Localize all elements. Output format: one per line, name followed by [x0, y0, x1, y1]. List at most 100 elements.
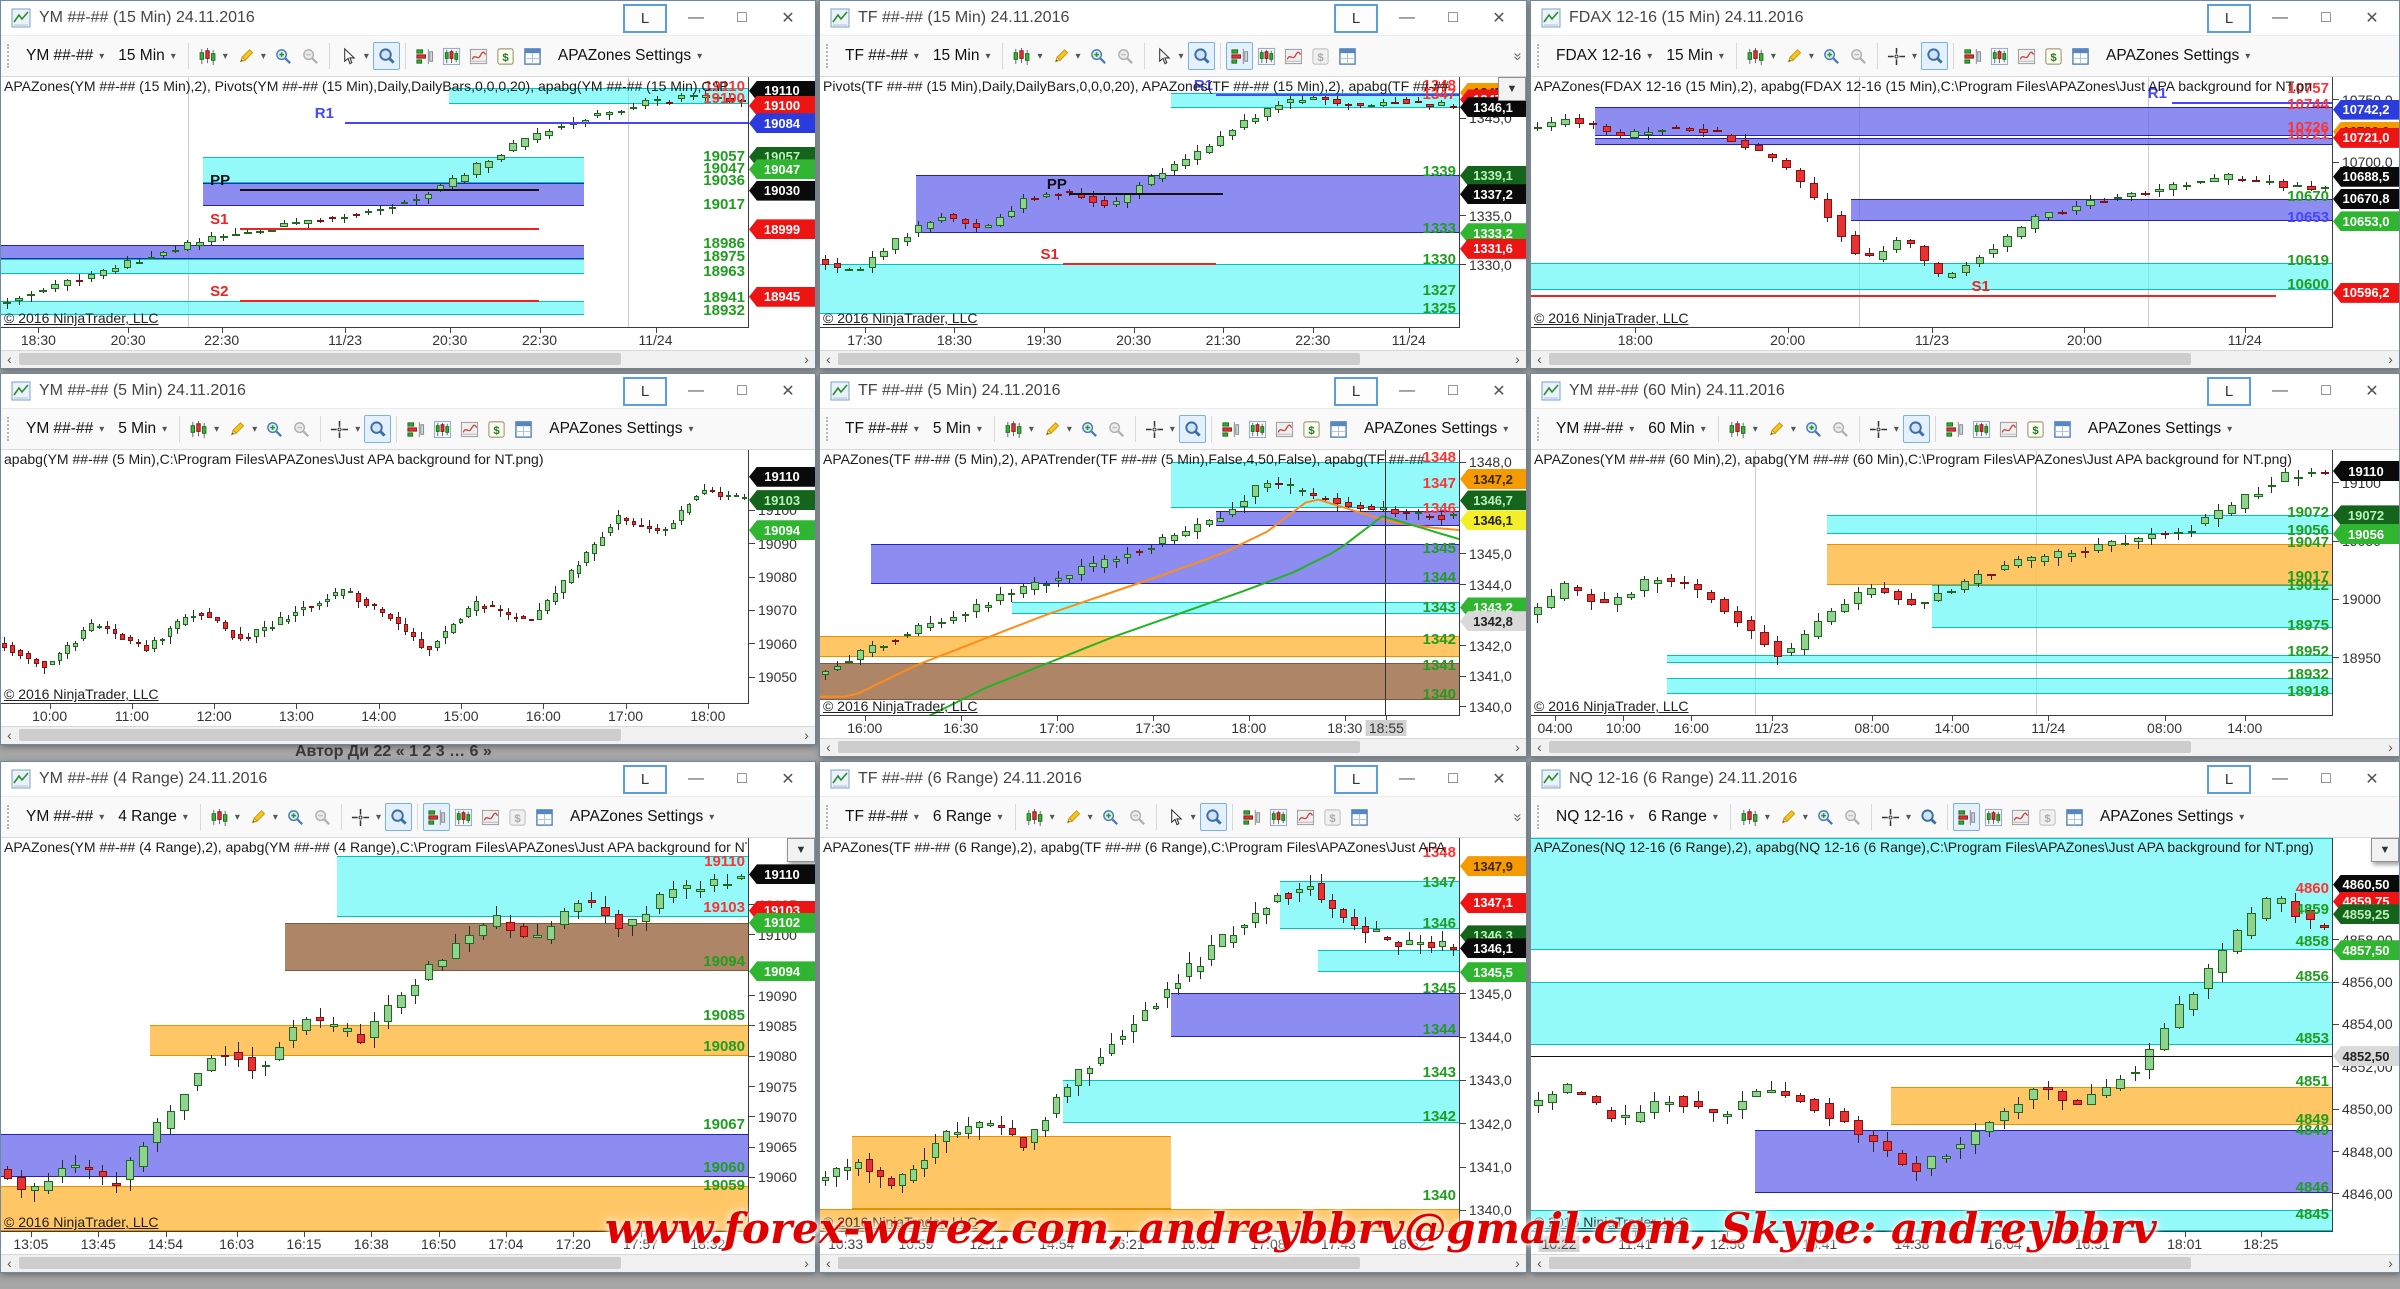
candlestick-style-icon[interactable]: ▾ [1000, 415, 1038, 443]
scrollbar-thumb[interactable] [19, 353, 622, 365]
toolbar-grip[interactable] [826, 417, 833, 441]
link-button[interactable]: L [623, 764, 667, 794]
link-button[interactable]: L [623, 376, 667, 406]
scroll-right-icon[interactable]: › [2388, 1255, 2393, 1271]
account-dollar-icon[interactable]: $ [2022, 415, 2049, 443]
chart-trader-icon[interactable] [422, 803, 450, 831]
zoom-out-icon[interactable] [1839, 803, 1866, 831]
chart-type-icon[interactable] [2007, 803, 2034, 831]
data-grid-icon[interactable] [1325, 415, 1352, 443]
account-dollar-icon[interactable]: $ [2040, 42, 2067, 70]
toolbar-grip[interactable] [1537, 805, 1544, 829]
chart-plot[interactable]: 4860 4859 4858 4856 4853 4851 4849 4849 4846 4845… [1531, 838, 2333, 1232]
horizontal-scrollbar[interactable]: ‹ › [820, 1254, 1526, 1272]
chart-magnifier-icon[interactable] [1915, 803, 1942, 831]
candlestick-style-icon[interactable]: ▾ [194, 42, 232, 70]
account-dollar-icon[interactable]: $ [1298, 415, 1325, 443]
price-axis[interactable]: 19100190501900018950191101907219056 [2333, 450, 2399, 716]
data-grid-icon[interactable] [1334, 42, 1361, 70]
zoom-out-icon[interactable] [1124, 803, 1151, 831]
interval-selector[interactable]: 60 Min ▾ [1641, 417, 1713, 441]
horizontal-scrollbar[interactable]: ‹ › [1, 726, 815, 744]
crosshair-icon[interactable]: ▾ [1141, 415, 1179, 443]
zoom-out-icon[interactable] [297, 42, 324, 70]
chart-plot[interactable]: 19072 19056 19047 19017 19012 18975 18952 18932… [1531, 450, 2333, 716]
apazones-settings-dropdown[interactable]: APAZones Settings ▾ [558, 47, 702, 65]
scroll-left-icon[interactable]: ‹ [826, 1255, 831, 1271]
chart-dropdown-button[interactable]: ▼ [787, 838, 815, 862]
cursor-arrow-icon[interactable]: ▾ [335, 42, 373, 70]
close-button[interactable]: ✕ [2365, 383, 2379, 400]
chart-magnifier-icon[interactable] [1902, 415, 1930, 443]
account-dollar-icon[interactable]: $ [492, 42, 519, 70]
chart-magnifier-icon[interactable] [364, 415, 392, 443]
chart-type-icon[interactable] [1271, 415, 1298, 443]
market-analyzer-icon[interactable] [450, 803, 477, 831]
data-grid-icon[interactable] [2049, 415, 2076, 443]
zoom-in-icon[interactable] [1097, 803, 1124, 831]
crosshair-icon[interactable]: ▾ [326, 415, 364, 443]
market-analyzer-icon[interactable] [1968, 415, 1995, 443]
horizontal-scrollbar[interactable]: ‹ › [1531, 738, 2399, 756]
minimize-button[interactable]: — [2272, 382, 2288, 399]
market-analyzer-icon[interactable] [438, 42, 465, 70]
chart-trader-icon[interactable] [1959, 42, 1986, 70]
time-axis[interactable]: 04:00 10:00 16:00 11/23 08:00 14:00 11/24 08:00… [1531, 716, 2399, 738]
candlestick-style-icon[interactable]: ▾ [1724, 415, 1762, 443]
zoom-in-icon[interactable] [1076, 415, 1103, 443]
data-grid-icon[interactable] [531, 803, 558, 831]
account-dollar-icon[interactable]: $ [1319, 803, 1346, 831]
link-button[interactable]: L [1334, 376, 1378, 406]
price-axis[interactable]: 4858,00 4856,00 4854,00 4852,00 4850,00 4848,… [2333, 838, 2399, 1232]
chart-plot[interactable]: apabg(YM ##-## (5 Min),C:\Program Files\… [1, 450, 749, 704]
price-axis[interactable]: 1348,0 1345,0 1344,0 1342,0 1341,0 1340,0 1347… [1460, 450, 1526, 716]
instrument-selector[interactable]: TF ##-## ▾ [838, 805, 926, 829]
maximize-button[interactable]: □ [737, 9, 747, 26]
price-axis[interactable]: 10750,010700,010742,210726,010721,010688… [2333, 77, 2399, 328]
scroll-left-icon[interactable]: ‹ [826, 739, 831, 755]
chart-magnifier-icon[interactable] [1199, 803, 1227, 831]
chart-trader-icon[interactable] [402, 415, 429, 443]
zoom-out-icon[interactable] [1827, 415, 1854, 443]
time-axis[interactable]: 18:30 20:30 22:30 11/23 20:30 22:30 11/24 [1, 328, 815, 350]
draw-pencil-icon[interactable]: ▾ [1047, 42, 1085, 70]
toolbar-overflow-icon[interactable]: » [1509, 812, 1526, 822]
data-grid-icon[interactable] [510, 415, 537, 443]
market-analyzer-icon[interactable] [429, 415, 456, 443]
zoom-out-icon[interactable] [288, 415, 315, 443]
account-dollar-icon[interactable]: $ [2034, 803, 2061, 831]
maximize-button[interactable]: □ [737, 382, 747, 399]
draw-pencil-icon[interactable]: ▾ [244, 803, 282, 831]
chart-trader-icon[interactable] [411, 42, 438, 70]
chart-plot[interactable]: R1 PP S1 1348 1347 1339 1333 1330 1327 1325 Pivots… [820, 77, 1460, 328]
chart-trader-icon[interactable] [1238, 803, 1265, 831]
zoom-in-icon[interactable] [1800, 415, 1827, 443]
close-button[interactable]: ✕ [781, 383, 795, 400]
account-dollar-icon[interactable]: $ [1307, 42, 1334, 70]
chart-trader-icon[interactable] [1225, 42, 1253, 70]
zoom-out-icon[interactable] [1103, 415, 1130, 443]
draw-pencil-icon[interactable]: ▾ [232, 42, 270, 70]
chart-plot[interactable]: 1348 1347 1346 1345 1344 1343 1342 1341 1340 APAZ… [820, 450, 1460, 716]
time-axis[interactable]: 13:05 13:45 14:54 16:03 16:15 16:38 16:50 17:04… [1, 1232, 815, 1254]
interval-selector[interactable]: 6 Range ▾ [926, 805, 1010, 829]
candlestick-style-icon[interactable]: ▾ [206, 803, 244, 831]
chart-type-icon[interactable] [1280, 42, 1307, 70]
scroll-right-icon[interactable]: › [1515, 351, 1520, 367]
minimize-button[interactable]: — [1399, 9, 1415, 26]
chart-magnifier-icon[interactable] [1920, 42, 1948, 70]
candlestick-style-icon[interactable]: ▾ [1736, 803, 1774, 831]
chart-dropdown-button[interactable]: ▼ [1498, 77, 1526, 101]
link-button[interactable]: L [2207, 376, 2251, 406]
apazones-settings-dropdown[interactable]: APAZones Settings ▾ [2100, 808, 2244, 826]
instrument-selector[interactable]: FDAX 12-16 ▾ [1549, 44, 1659, 68]
data-grid-icon[interactable] [2067, 42, 2094, 70]
minimize-button[interactable]: — [688, 382, 704, 399]
toolbar-grip[interactable] [7, 805, 14, 829]
minimize-button[interactable]: — [688, 770, 704, 787]
price-axis[interactable]: 19110 19100 19084 19057 19047 19030 18999 18945 [749, 77, 815, 328]
crosshair-icon[interactable]: ▾ [347, 803, 385, 831]
chart-magnifier-icon[interactable] [384, 803, 412, 831]
maximize-button[interactable]: □ [2321, 9, 2331, 26]
horizontal-scrollbar[interactable]: ‹ › [820, 350, 1526, 368]
